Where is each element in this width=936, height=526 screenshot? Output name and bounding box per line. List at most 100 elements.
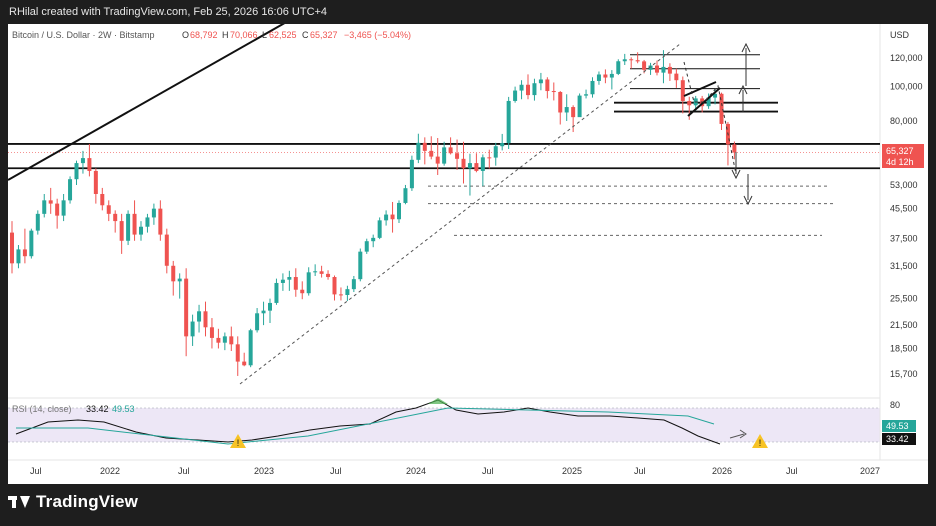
candle xyxy=(87,143,92,177)
svg-text:!: ! xyxy=(237,438,240,448)
candle xyxy=(564,94,569,121)
arrowhead-up-1 xyxy=(741,42,751,53)
x-tick-label: Jul xyxy=(30,466,42,476)
candle xyxy=(119,213,124,254)
x-tick-label: 2026 xyxy=(712,466,732,476)
candle xyxy=(674,68,679,88)
trendline-support-dashed xyxy=(239,43,681,385)
last-price-tag[interactable]: 65,327 4d 12h xyxy=(882,144,924,168)
candle xyxy=(429,136,434,160)
chart-panel[interactable]: ! ! 120,000 100,000 80,000 53,000 45,500 37,5… xyxy=(7,19,928,484)
x-tick-label: Jul xyxy=(178,466,190,476)
last-price-value: 65,327 xyxy=(886,146,914,156)
candle xyxy=(164,228,169,274)
high-value: 70,066 xyxy=(230,30,258,40)
brand-name: TradingView xyxy=(36,492,139,511)
candle xyxy=(416,133,421,164)
y-tick-label: 31,500 xyxy=(890,261,918,271)
high-label: H xyxy=(222,30,229,40)
candle xyxy=(113,210,118,233)
y-tick-label: 53,000 xyxy=(890,180,918,190)
y-tick-label: 15,700 xyxy=(890,369,918,379)
candle xyxy=(203,301,208,337)
candle xyxy=(222,332,227,351)
candle xyxy=(661,50,666,84)
candle xyxy=(235,336,240,376)
candle xyxy=(10,221,14,274)
candle xyxy=(422,137,427,165)
rsi-ma-line xyxy=(16,407,715,445)
drawings-layer xyxy=(7,19,806,385)
x-tick-label: Jul xyxy=(634,466,646,476)
warning-icon: ! xyxy=(230,434,246,448)
tradingview-logo-icon xyxy=(8,494,30,510)
low-value: 62,525 xyxy=(269,30,297,40)
candle xyxy=(300,281,305,300)
flag-upper xyxy=(683,81,717,97)
candle xyxy=(493,142,498,166)
candle xyxy=(435,137,440,176)
x-tick-label: 2024 xyxy=(406,466,426,476)
candle xyxy=(571,105,576,133)
symbol-legend: Bitcoin / U.S. Dollar · 2W · Bitstamp O … xyxy=(12,30,411,40)
candle xyxy=(80,150,85,174)
candle xyxy=(622,53,627,65)
svg-text:33.42: 33.42 xyxy=(886,434,909,444)
rsi-ma-tag: 49.53 xyxy=(882,420,916,432)
candle xyxy=(268,298,272,323)
time-axis: Jul 2022 Jul 2023 Jul 2024 Jul 2025 Jul 2026 Jul 20… xyxy=(30,466,880,476)
candle xyxy=(132,200,137,241)
x-tick-label: Jul xyxy=(786,466,798,476)
candle xyxy=(364,238,369,254)
rsi-arrow xyxy=(729,433,745,439)
candle xyxy=(255,308,260,333)
price-countdown: 4d 12h xyxy=(886,157,914,167)
candle xyxy=(48,187,53,214)
candle xyxy=(609,70,614,90)
candle xyxy=(158,200,163,241)
candle xyxy=(732,141,737,160)
candle xyxy=(261,301,266,326)
price-chart-svg[interactable]: ! ! 120,000 100,000 80,000 53,000 45,500 37,5… xyxy=(7,19,928,484)
candle xyxy=(55,198,60,229)
candle xyxy=(68,176,73,204)
candle xyxy=(371,234,376,248)
candle xyxy=(280,273,285,291)
candle xyxy=(184,268,189,357)
chart-credit: RHilal created with TradingView.com, Feb… xyxy=(9,6,328,18)
candle xyxy=(667,63,672,81)
rsi-legend: RSI (14, close) 33.42 49.53 xyxy=(12,404,135,414)
rsi-band xyxy=(8,408,880,442)
candle xyxy=(287,270,292,291)
trendline-upper xyxy=(7,19,291,181)
flag-lower xyxy=(687,87,721,117)
candle xyxy=(513,86,518,103)
rsi-value-1: 33.42 xyxy=(86,404,109,414)
candle xyxy=(629,57,634,69)
rsi-value-tag: 33.42 xyxy=(882,433,916,445)
candle xyxy=(306,267,311,296)
symbol-name: Bitcoin / U.S. Dollar · 2W · Bitstamp xyxy=(12,30,155,40)
x-tick-label: 2027 xyxy=(860,466,880,476)
candle xyxy=(61,193,66,222)
candle xyxy=(229,326,234,352)
candle xyxy=(551,82,556,101)
y-tick-label: 120,000 xyxy=(890,53,923,63)
price-axis: 120,000 100,000 80,000 53,000 45,500 37,500 31… xyxy=(890,53,923,410)
candle xyxy=(487,149,492,169)
candle xyxy=(655,60,659,76)
candle xyxy=(500,133,505,151)
svg-text:!: ! xyxy=(759,438,762,448)
candle xyxy=(596,71,601,85)
x-tick-label: Jul xyxy=(482,466,494,476)
rsi-overbought-fill xyxy=(428,398,448,404)
candle xyxy=(345,285,350,302)
open-label: O xyxy=(182,30,189,40)
candle xyxy=(248,328,253,368)
candle xyxy=(519,80,524,100)
tradingview-logo[interactable]: TradingView xyxy=(8,492,138,512)
candle xyxy=(467,153,472,196)
x-tick-label: 2023 xyxy=(254,466,274,476)
candle xyxy=(506,96,511,149)
